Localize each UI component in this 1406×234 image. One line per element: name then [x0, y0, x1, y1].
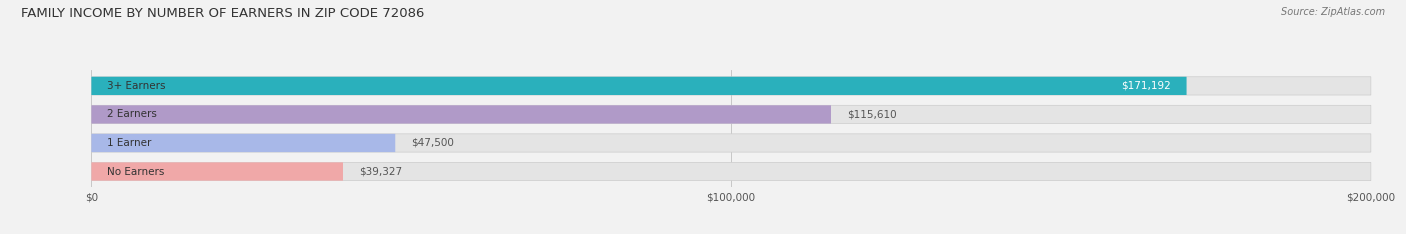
FancyBboxPatch shape	[91, 105, 1371, 124]
FancyBboxPatch shape	[91, 77, 1371, 95]
Text: 2 Earners: 2 Earners	[107, 110, 157, 119]
Text: $39,327: $39,327	[359, 167, 402, 176]
Text: No Earners: No Earners	[107, 167, 165, 176]
FancyBboxPatch shape	[91, 162, 343, 181]
FancyBboxPatch shape	[91, 77, 1187, 95]
Text: FAMILY INCOME BY NUMBER OF EARNERS IN ZIP CODE 72086: FAMILY INCOME BY NUMBER OF EARNERS IN ZI…	[21, 7, 425, 20]
FancyBboxPatch shape	[91, 134, 395, 152]
Text: $115,610: $115,610	[846, 110, 897, 119]
FancyBboxPatch shape	[91, 162, 1371, 181]
Text: 1 Earner: 1 Earner	[107, 138, 152, 148]
FancyBboxPatch shape	[91, 105, 831, 124]
Text: $171,192: $171,192	[1121, 81, 1171, 91]
Text: Source: ZipAtlas.com: Source: ZipAtlas.com	[1281, 7, 1385, 17]
FancyBboxPatch shape	[91, 134, 1371, 152]
Text: $47,500: $47,500	[412, 138, 454, 148]
Text: 3+ Earners: 3+ Earners	[107, 81, 166, 91]
